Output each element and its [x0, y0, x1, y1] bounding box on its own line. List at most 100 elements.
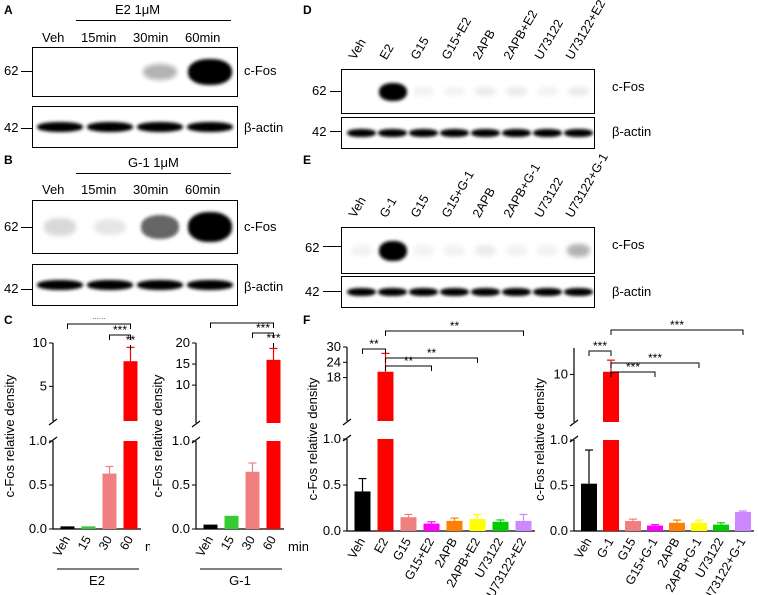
blot-band — [413, 245, 434, 256]
significance-bracket — [385, 357, 478, 363]
blot-band — [567, 244, 590, 257]
blot-actin — [341, 117, 595, 149]
blot-band — [440, 288, 469, 296]
significance-bracket — [385, 365, 432, 371]
significance-label: ** — [369, 337, 379, 351]
x-tick-label: E2 — [371, 535, 391, 555]
y-axis-label: c-Fos relative density — [532, 378, 547, 501]
blot-cfos — [32, 47, 238, 97]
significance-label: *** — [266, 331, 280, 345]
mw-marker: 62 — [312, 83, 327, 98]
blot-actin — [32, 264, 238, 306]
x-tick-label: Veh — [345, 535, 368, 561]
lane-label: U73122 — [531, 175, 566, 220]
y-tick-label: 0.5 — [29, 477, 47, 492]
y-tick-label: 0.0 — [29, 521, 47, 536]
lane-label: U73122 — [531, 17, 566, 62]
blot-band — [137, 280, 183, 290]
chart-c-g1: c-Fos relative density 0.0 0.5 1.0 10 15 20 Veh… — [150, 318, 308, 588]
chart-c-e2: c-Fos relative density 0.0 0.5 1.0 5 10 Veh 15 3… — [2, 318, 150, 588]
mw-marker: 42 — [4, 120, 19, 135]
axis-break-mark — [342, 434, 352, 442]
blot-band — [564, 129, 593, 137]
x-tick-label: 15 — [218, 533, 237, 552]
blot-band — [564, 288, 593, 296]
blot-band — [378, 288, 407, 296]
bar — [713, 524, 729, 531]
significance-bracket — [109, 334, 131, 340]
significance-bracket — [610, 329, 744, 335]
blot-band — [471, 288, 500, 296]
significance-label: *** — [626, 360, 640, 374]
y-tick-label: 20 — [176, 335, 190, 350]
x-tick-label: G-1 — [594, 535, 617, 560]
mw-tick — [323, 291, 342, 292]
bar — [377, 371, 394, 421]
panel-label-b: B — [4, 153, 13, 167]
bar — [691, 522, 707, 531]
y-tick-label: 0.0 — [172, 521, 190, 536]
panel-label-e: E — [303, 153, 312, 167]
bar — [446, 520, 463, 531]
bar — [81, 526, 96, 529]
panel-label-a: A — [4, 3, 13, 17]
axis-break-mark — [191, 420, 201, 428]
significance-label: *** — [670, 318, 684, 332]
mw-marker: 42 — [4, 281, 19, 296]
bar — [266, 359, 281, 423]
mw-tick — [330, 131, 342, 132]
panel-label-d: D — [303, 3, 312, 17]
y-tick-label: 10 — [554, 366, 568, 381]
y-tick-label: 10 — [33, 335, 47, 350]
significance-label: ** — [404, 354, 414, 368]
x-tick-label: Veh — [572, 535, 595, 561]
treatment-line — [76, 173, 231, 174]
axis-break-mark — [191, 436, 201, 444]
blot-band — [188, 59, 232, 85]
blot-band — [409, 129, 438, 137]
bar — [423, 523, 440, 531]
significance-label: ** — [427, 346, 437, 360]
significance-label: *** — [113, 323, 127, 337]
significance-label: *** — [256, 321, 270, 335]
blot-band — [413, 86, 434, 97]
y-tick-label: 1.0 — [29, 433, 47, 448]
x-tick-label: 30 — [239, 533, 258, 552]
y-tick-label: 1.0 — [323, 431, 341, 446]
x-tick-label: Veh — [193, 533, 216, 559]
mw-marker: 62 — [4, 219, 19, 234]
panel-label-c: C — [4, 313, 13, 327]
mw-marker: 62 — [305, 240, 320, 255]
lane-label: 30min — [133, 182, 169, 197]
blot-band — [471, 129, 500, 137]
significance-bracket — [588, 350, 612, 356]
group-label: E2 — [89, 573, 105, 588]
blot-cfos — [341, 69, 595, 114]
blot-band — [37, 122, 83, 132]
blot-band — [537, 86, 558, 97]
blot-band — [502, 288, 531, 296]
blot-cfos — [341, 227, 595, 274]
y-tick-label: 0.5 — [172, 477, 190, 492]
lane-label: U73122+E2 — [562, 0, 609, 63]
x-tick-label: 60 — [260, 533, 279, 552]
blot-band — [533, 129, 562, 137]
blot-band — [568, 86, 589, 97]
significance-label: ** — [450, 319, 460, 333]
blot-actin — [32, 106, 238, 148]
blot-band — [533, 288, 562, 296]
blot-band — [506, 86, 527, 97]
protein-label: c-Fos — [244, 219, 277, 234]
significance-bracket — [610, 362, 700, 368]
significance-bracket — [362, 348, 386, 354]
bar — [581, 483, 597, 531]
blot-band — [506, 245, 527, 256]
bar — [669, 522, 685, 531]
blot-band — [347, 288, 376, 296]
lane-label: 60min — [185, 182, 221, 197]
x-unit-label: min — [145, 539, 150, 554]
bar — [245, 471, 260, 529]
blot-band — [347, 129, 376, 137]
mw-marker: 62 — [4, 63, 19, 78]
blot-band — [140, 215, 180, 239]
